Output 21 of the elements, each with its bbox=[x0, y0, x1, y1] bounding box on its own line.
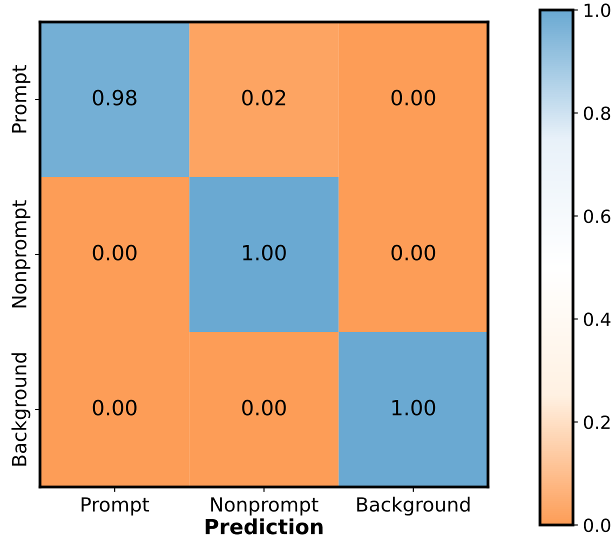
data-label: 0.02 bbox=[242, 90, 286, 106]
x-tick-label: Prompt bbox=[82, 497, 150, 516]
color-bar-label: 0.2 bbox=[584, 415, 610, 430]
data-label: 1.00 bbox=[243, 244, 286, 261]
data-label: 0.00 bbox=[392, 244, 436, 261]
data-label: 0.00 bbox=[92, 400, 136, 416]
color-bar-label: 0.0 bbox=[584, 518, 610, 532]
data-label: 0.00 bbox=[392, 90, 436, 106]
y-tick-label: Prompt bbox=[12, 65, 30, 132]
color-bar-label: 0.6 bbox=[584, 209, 610, 224]
data-label: 0.00 bbox=[92, 244, 136, 261]
color-bar-label: 1.0 bbox=[584, 3, 610, 18]
data-label: 0.98 bbox=[92, 90, 136, 106]
data-label: 0.00 bbox=[242, 400, 286, 416]
x-tick-label: Nonprompt bbox=[211, 497, 318, 516]
x-axis-title: Prediction bbox=[206, 518, 323, 534]
data-label: 1.00 bbox=[392, 400, 436, 416]
color-bar-label: 0.8 bbox=[584, 106, 610, 120]
color-bar-label: 0.4 bbox=[584, 312, 610, 326]
x-tick-label: Background bbox=[357, 496, 470, 516]
y-tick-label: Nonprompt bbox=[12, 200, 30, 308]
